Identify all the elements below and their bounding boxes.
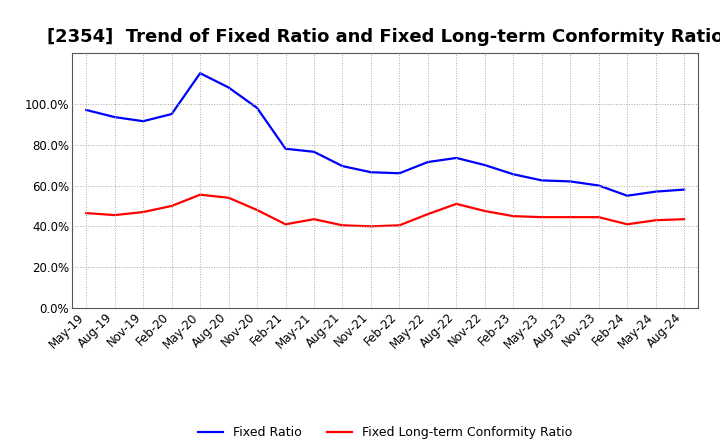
Line: Fixed Ratio: Fixed Ratio (86, 73, 684, 196)
Fixed Long-term Conformity Ratio (566, 215, 575, 220)
Fixed Long-term Conformity Ratio (480, 209, 489, 214)
Fixed Long-term Conformity Ratio (338, 223, 347, 228)
Fixed Ratio (680, 187, 688, 192)
Fixed Ratio (423, 159, 432, 165)
Fixed Long-term Conformity Ratio (167, 203, 176, 209)
Fixed Ratio (110, 114, 119, 120)
Fixed Ratio (310, 149, 318, 154)
Fixed Long-term Conformity Ratio (253, 207, 261, 213)
Fixed Ratio (196, 70, 204, 76)
Fixed Ratio (338, 164, 347, 169)
Fixed Long-term Conformity Ratio (537, 215, 546, 220)
Fixed Long-term Conformity Ratio (595, 215, 603, 220)
Title: [2354]  Trend of Fixed Ratio and Fixed Long-term Conformity Ratio: [2354] Trend of Fixed Ratio and Fixed Lo… (47, 28, 720, 46)
Fixed Long-term Conformity Ratio (282, 222, 290, 227)
Fixed Ratio (225, 85, 233, 90)
Fixed Long-term Conformity Ratio (509, 213, 518, 219)
Fixed Long-term Conformity Ratio (310, 216, 318, 222)
Fixed Ratio (652, 189, 660, 194)
Fixed Long-term Conformity Ratio (652, 217, 660, 223)
Fixed Ratio (366, 169, 375, 175)
Fixed Long-term Conformity Ratio (225, 195, 233, 200)
Fixed Long-term Conformity Ratio (139, 209, 148, 215)
Fixed Long-term Conformity Ratio (452, 201, 461, 206)
Fixed Ratio (82, 107, 91, 113)
Fixed Ratio (139, 118, 148, 124)
Fixed Long-term Conformity Ratio (196, 192, 204, 197)
Fixed Ratio (395, 171, 404, 176)
Fixed Ratio (623, 193, 631, 198)
Fixed Long-term Conformity Ratio (110, 213, 119, 218)
Fixed Long-term Conformity Ratio (366, 224, 375, 229)
Fixed Ratio (566, 179, 575, 184)
Line: Fixed Long-term Conformity Ratio: Fixed Long-term Conformity Ratio (86, 194, 684, 226)
Legend: Fixed Ratio, Fixed Long-term Conformity Ratio: Fixed Ratio, Fixed Long-term Conformity … (193, 422, 577, 440)
Fixed Ratio (452, 155, 461, 161)
Fixed Ratio (167, 111, 176, 117)
Fixed Long-term Conformity Ratio (680, 216, 688, 222)
Fixed Ratio (253, 105, 261, 110)
Fixed Long-term Conformity Ratio (623, 222, 631, 227)
Fixed Long-term Conformity Ratio (423, 212, 432, 217)
Fixed Long-term Conformity Ratio (82, 210, 91, 216)
Fixed Ratio (595, 183, 603, 188)
Fixed Ratio (537, 178, 546, 183)
Fixed Ratio (480, 162, 489, 168)
Fixed Ratio (282, 146, 290, 151)
Fixed Ratio (509, 172, 518, 177)
Fixed Long-term Conformity Ratio (395, 223, 404, 228)
